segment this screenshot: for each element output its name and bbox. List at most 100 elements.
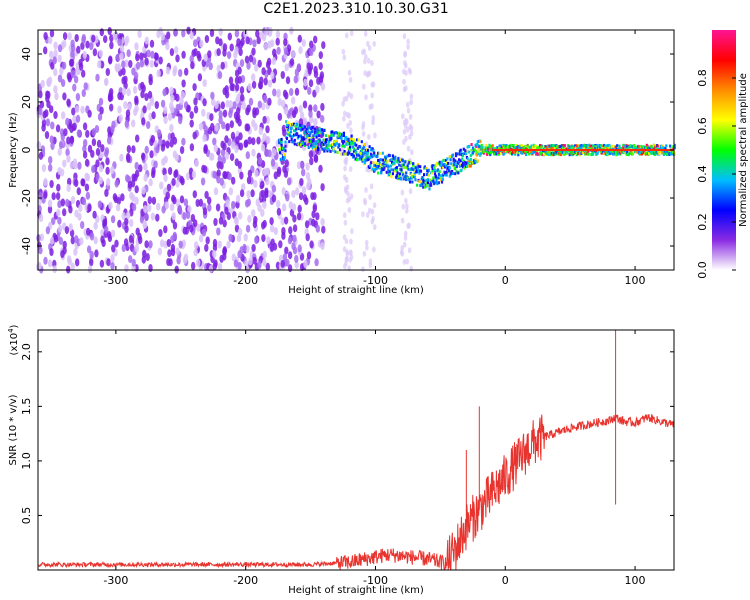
heatmap-noise-cell <box>216 175 221 184</box>
heatmap-faint-cell <box>369 183 374 190</box>
heatmap-noise-cell <box>74 179 79 187</box>
heatmap-signal-cell <box>342 152 345 156</box>
heatmap-noise-cell <box>222 219 227 228</box>
heatmap-signal-cell <box>362 146 365 150</box>
heatmap-noise-cell <box>148 178 153 187</box>
heatmap-cells <box>36 26 676 274</box>
heatmap-signal-cell <box>454 163 458 167</box>
heatmap-noise-cell <box>56 183 61 192</box>
heatmap-noise-cell <box>108 201 113 210</box>
heatmap-noise-cell <box>276 207 282 216</box>
heatmap-noise-cell <box>106 258 111 267</box>
heatmap-signal-cell <box>562 145 565 149</box>
heatmap-noise-cell <box>175 103 180 112</box>
heatmap-noise-cell <box>185 172 191 181</box>
heatmap-noise-cell <box>309 40 314 49</box>
heatmap-noise-cell <box>65 198 70 207</box>
heatmap-signal-cell <box>662 146 665 150</box>
heatmap-noise-cell <box>121 244 127 253</box>
heatmap-noise-cell <box>238 142 244 151</box>
heatmap-noise-cell <box>285 76 291 85</box>
heatmap-noise-cell <box>178 116 183 125</box>
heatmap-noise-cell <box>147 204 152 212</box>
heatmap-noise-cell <box>172 68 177 77</box>
heatmap-noise-cell <box>227 32 232 41</box>
heatmap-noise-cell <box>261 234 266 243</box>
heatmap-signal-cell <box>402 163 405 167</box>
heatmap-noise-cell <box>135 53 140 62</box>
snr-x-tick-label: -200 <box>233 574 258 587</box>
heatmap-noise-cell <box>66 184 71 192</box>
heatmap-faint-cell <box>370 218 375 225</box>
heatmap-signal-cell <box>349 148 352 152</box>
heatmap-signal-cell <box>486 152 489 156</box>
heatmap-signal-cell <box>345 135 348 139</box>
heatmap-noise-cell <box>316 76 321 85</box>
heatmap-signal-cell <box>315 132 318 136</box>
heatmap-noise-cell <box>40 79 45 88</box>
heatmap-signal-cell <box>447 169 451 173</box>
heatmap-noise-cell <box>110 166 115 175</box>
heatmap-signal-cell <box>451 172 454 175</box>
heatmap-faint-cell <box>407 222 411 229</box>
heatmap-noise-cell <box>283 106 289 115</box>
heatmap-noise-cell <box>134 161 139 170</box>
heatmap-signal-cell <box>295 127 298 131</box>
heatmap-noise-cell <box>50 121 55 130</box>
heatmap-noise-cell <box>251 137 256 146</box>
heatmap-signal-cell <box>314 142 317 146</box>
heatmap-noise-cell <box>193 219 198 228</box>
heatmap-faint-cell <box>361 211 365 218</box>
heatmap-signal-cell <box>398 174 401 178</box>
heatmap-noise-cell <box>203 53 208 62</box>
heatmap-noise-cell <box>291 203 297 212</box>
heatmap-signal-cell <box>398 163 401 167</box>
heatmap-noise-cell <box>264 187 269 196</box>
heatmap-noise-cell <box>58 224 63 233</box>
heatmap-signal-cell <box>320 130 323 134</box>
heatmap-signal-cell <box>401 171 405 175</box>
heatmap-signal-cell <box>651 146 654 149</box>
heatmap-noise-cell <box>193 248 198 257</box>
heatmap-noise-cell <box>156 30 161 39</box>
heatmap-signal-cell <box>462 159 465 163</box>
heatmap-noise-cell <box>99 28 105 37</box>
heatmap-noise-cell <box>117 219 122 228</box>
heatmap-signal-cell <box>299 143 303 147</box>
heatmap-signal-cell <box>463 166 466 170</box>
heatmap-signal-cell <box>599 144 602 147</box>
heatmap-signal-cell <box>592 152 595 156</box>
heatmap-signal-cell <box>343 139 346 143</box>
heatmap-noise-cell <box>138 164 143 173</box>
heatmap-signal-cell <box>329 149 332 153</box>
heatmap-noise-cell <box>151 196 157 205</box>
heatmap-signal-cell <box>366 148 370 152</box>
heatmap-noise-cell <box>229 43 234 52</box>
heatmap-signal-cell <box>323 129 326 132</box>
heatmap-noise-cell <box>57 74 63 83</box>
heatmap-noise-cell <box>263 77 268 86</box>
heatmap-noise-cell <box>307 177 312 186</box>
heatmap-noise-cell <box>57 216 62 225</box>
snr-y-tick-label: 2.0 <box>20 343 33 361</box>
heatmap-noise-cell <box>275 37 280 46</box>
heatmap-noise-cell <box>148 73 153 82</box>
heatmap-noise-cell <box>238 211 243 220</box>
heatmap-faint-cell <box>405 207 409 214</box>
heatmap-signal-cell <box>611 149 614 153</box>
heatmap-noise-cell <box>260 143 266 152</box>
heatmap-signal-cell <box>530 144 533 148</box>
heatmap-signal-cell <box>375 167 378 171</box>
heatmap-noise-cell <box>219 161 224 170</box>
heatmap-signal-cell <box>440 178 443 182</box>
heatmap-noise-cell <box>265 177 270 186</box>
heatmap-noise-cell <box>311 218 316 227</box>
heatmap-noise-cell <box>312 89 317 98</box>
heatmap-signal-cell <box>351 141 354 145</box>
heatmap-noise-cell <box>252 220 258 229</box>
heatmap-signal-cell <box>427 173 430 177</box>
heatmap-noise-cell <box>214 101 219 110</box>
heatmap-signal-cell <box>419 169 423 173</box>
heatmap-noise-cell <box>43 32 48 40</box>
heatmap-noise-cell <box>43 177 48 186</box>
